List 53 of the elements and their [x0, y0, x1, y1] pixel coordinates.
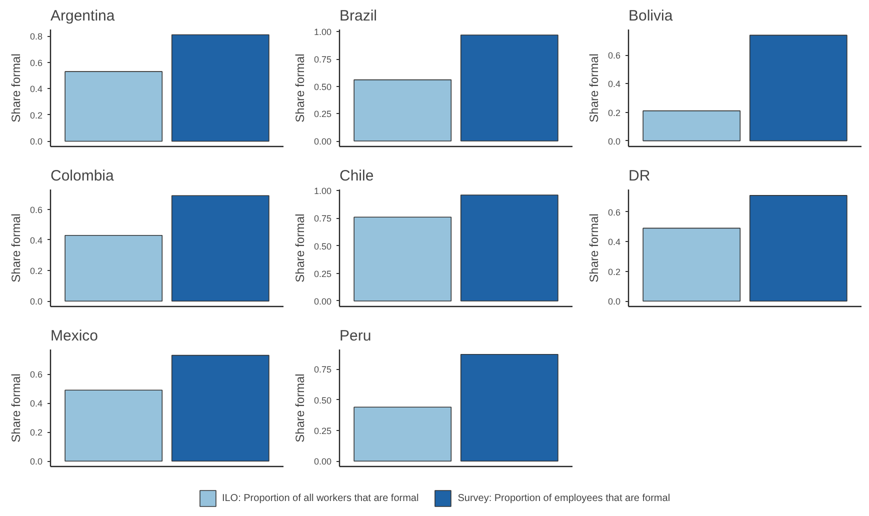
y-tick-label: 0.00 — [314, 136, 332, 147]
y-tick-label: 0.6 — [608, 207, 621, 218]
y-tick-label: 0.50 — [314, 395, 332, 406]
chart-title: Brazil — [340, 8, 378, 24]
y-tick-label: 0.6 — [30, 58, 43, 68]
y-tick-label: 0.4 — [30, 84, 43, 94]
chart-title: Mexico — [50, 328, 98, 344]
y-tick-label: 0.25 — [314, 268, 332, 279]
y-tick-label: 0.4 — [30, 235, 43, 246]
y-tick-label: 0.4 — [608, 237, 621, 248]
y-tick-label: 0.2 — [30, 110, 43, 120]
y-tick-label: 0.25 — [314, 426, 332, 436]
y-tick-label: 1.00 — [314, 186, 332, 196]
y-axis-title: Share formal — [8, 214, 23, 282]
y-axis-title: Share formal — [8, 54, 23, 122]
y-axis-title: Share formal — [292, 214, 307, 282]
y-tick-label: 0.0 — [30, 136, 43, 147]
legend-label: ILO: Proportion of all workers that are formal — [222, 492, 419, 504]
y-axis-title: Share formal — [8, 374, 23, 442]
chart-title: DR — [628, 168, 650, 184]
y-tick-label: 0.75 — [314, 54, 332, 65]
y-tick-label: 0.4 — [608, 79, 621, 90]
y-tick-label: 0.2 — [30, 428, 43, 438]
y-tick-label: 1.00 — [314, 27, 332, 38]
y-axis-title: Share formal — [292, 54, 307, 122]
y-tick-label: 0.50 — [314, 241, 332, 252]
y-tick-label: 0.50 — [314, 82, 332, 92]
y-axis-title: Share formal — [292, 374, 307, 442]
y-tick-label: 0.75 — [314, 214, 332, 224]
chart-title: Peru — [340, 328, 372, 344]
y-tick-label: 0.0 — [608, 136, 621, 146]
y-tick-label: 0.2 — [608, 108, 621, 118]
chart-title: Chile — [340, 168, 374, 184]
chart-title: Argentina — [50, 8, 116, 24]
y-tick-label: 0.0 — [30, 296, 43, 307]
y-tick-label: 0.0 — [608, 296, 621, 307]
y-tick-label: 0.4 — [30, 398, 43, 409]
y-axis-title: Share formal — [586, 214, 601, 282]
y-tick-label: 0.2 — [608, 266, 621, 277]
y-tick-label: 0.2 — [30, 266, 43, 276]
y-tick-label: 0.6 — [30, 370, 43, 380]
y-tick-label: 0.00 — [314, 456, 332, 467]
chart-title: Colombia — [50, 168, 115, 184]
y-tick-label: 0.8 — [30, 32, 43, 42]
y-tick-label: 0.00 — [314, 296, 332, 306]
chart-title: Bolivia — [628, 8, 674, 24]
legend-label: Survey: Proportion of employees that are formal — [458, 492, 670, 504]
y-tick-label: 0.0 — [30, 456, 43, 467]
y-tick-label: 0.75 — [314, 364, 332, 375]
y-tick-label: 0.25 — [314, 109, 332, 120]
y-tick-label: 0.6 — [30, 204, 43, 215]
y-axis-title: Share formal — [586, 54, 601, 122]
y-tick-label: 0.6 — [608, 50, 621, 61]
